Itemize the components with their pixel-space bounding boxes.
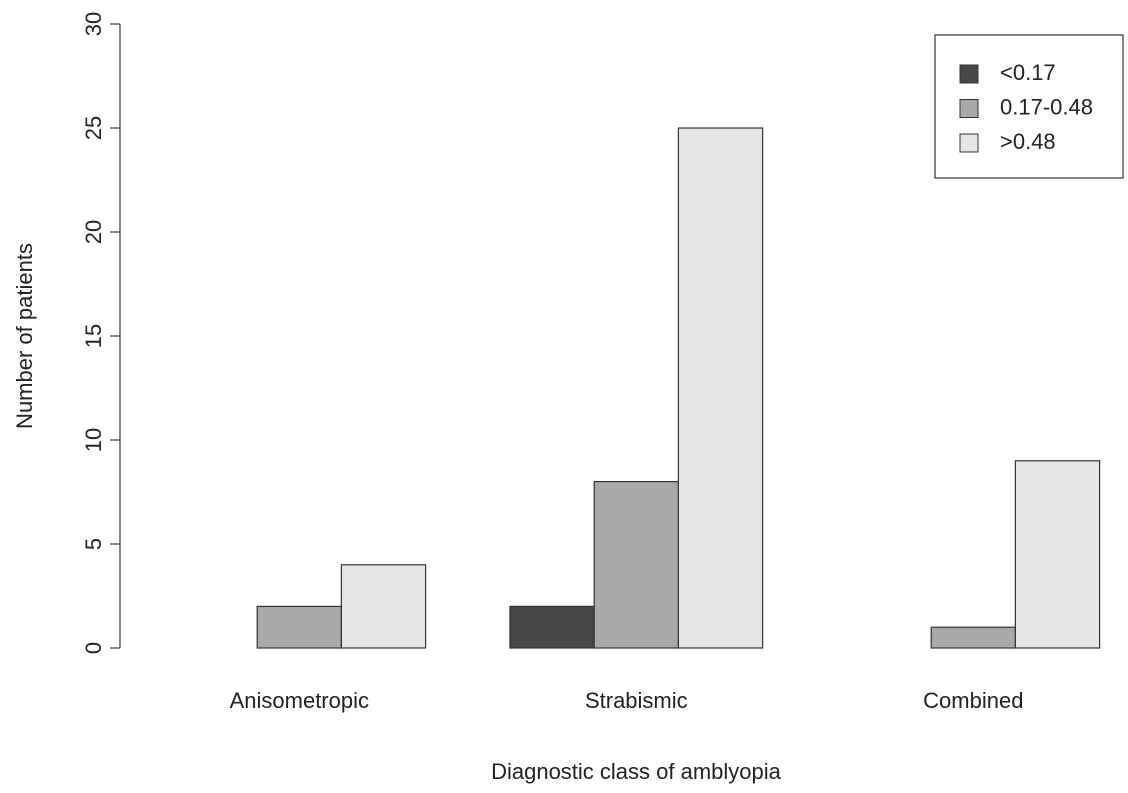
y-tick-label: 15 (81, 324, 106, 348)
y-axis-label: Number of patients (12, 243, 37, 429)
y-tick-label: 10 (81, 428, 106, 452)
x-axis-label: Diagnostic class of amblyopia (491, 759, 782, 784)
y-tick-label: 30 (81, 12, 106, 36)
x-tick-label: Anisometropic (230, 688, 369, 713)
bar (930, 626, 1017, 649)
bar (1014, 460, 1101, 649)
bar (340, 564, 427, 649)
x-tick-label: Combined (923, 688, 1023, 713)
bar (509, 605, 595, 649)
legend-swatch (959, 99, 979, 118)
legend-swatch (959, 133, 979, 153)
legend-label: 0.17-0.48 (1000, 94, 1093, 119)
legend-label: <0.17 (1000, 60, 1056, 85)
bar (677, 127, 764, 649)
bar (593, 481, 680, 649)
y-tick-label: 25 (81, 116, 106, 140)
y-tick-label: 20 (81, 220, 106, 244)
legend-swatch (959, 64, 979, 84)
y-tick-label: 5 (81, 538, 106, 550)
legend-label: >0.48 (1000, 129, 1056, 154)
y-tick-label: 0 (81, 642, 106, 654)
x-tick-label: Strabismic (585, 688, 688, 713)
bar (256, 605, 343, 649)
